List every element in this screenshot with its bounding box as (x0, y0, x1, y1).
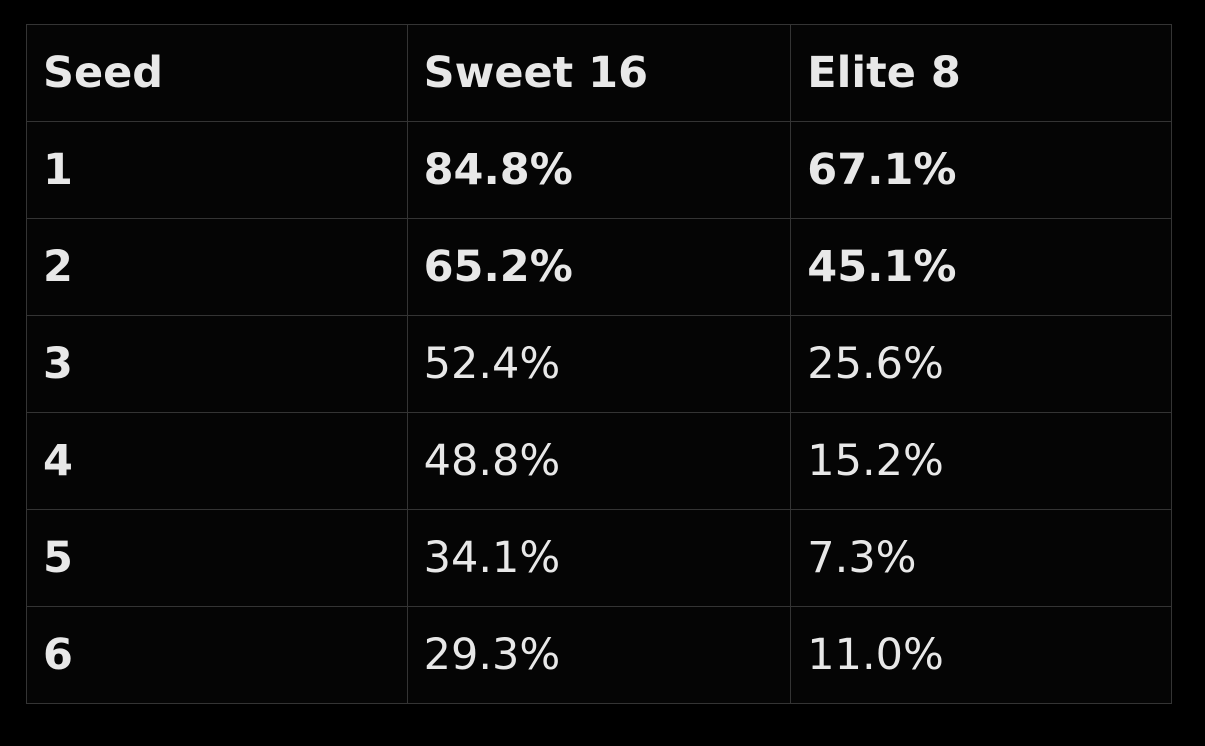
header-cell: Sweet 16 (406, 24, 792, 122)
table-header: Seed Sweet 16 Elite 8 (26, 24, 1172, 122)
value-cell: 11.0% (790, 606, 1172, 704)
table: Seed Sweet 16 Elite 8 1 84.8% 67.1% 2 65.2% 45.… (26, 24, 1172, 704)
table-row: 6 29.3% 11.0% (26, 606, 1172, 704)
header-cell: Seed (26, 24, 408, 122)
table-row: 3 52.4% 25.6% (26, 315, 1172, 413)
seed-cell: 2 (26, 218, 408, 316)
seed-cell: 4 (26, 412, 408, 510)
header-row: Seed Sweet 16 Elite 8 (26, 24, 1172, 122)
value-cell: 45.1% (790, 218, 1172, 316)
value-cell: 84.8% (406, 121, 792, 219)
value-cell: 34.1% (406, 509, 792, 607)
table-row: 5 34.1% 7.3% (26, 509, 1172, 607)
table-row: 4 48.8% 15.2% (26, 412, 1172, 510)
table-row: 1 84.8% 67.1% (26, 121, 1172, 219)
header-cell: Elite 8 (790, 24, 1172, 122)
seed-cell: 5 (26, 509, 408, 607)
value-cell: 67.1% (790, 121, 1172, 219)
value-cell: 29.3% (406, 606, 792, 704)
seed-cell: 3 (26, 315, 408, 413)
seed-cell: 1 (26, 121, 408, 219)
table-body: 1 84.8% 67.1% 2 65.2% 45.1% 3 52.4% 25.6% 4 48.8% 1… (26, 121, 1172, 704)
value-cell: 15.2% (790, 412, 1172, 510)
value-cell: 7.3% (790, 509, 1172, 607)
seed-cell: 6 (26, 606, 408, 704)
value-cell: 48.8% (406, 412, 792, 510)
table-row: 2 65.2% 45.1% (26, 218, 1172, 316)
value-cell: 25.6% (790, 315, 1172, 413)
value-cell: 65.2% (406, 218, 792, 316)
value-cell: 52.4% (406, 315, 792, 413)
